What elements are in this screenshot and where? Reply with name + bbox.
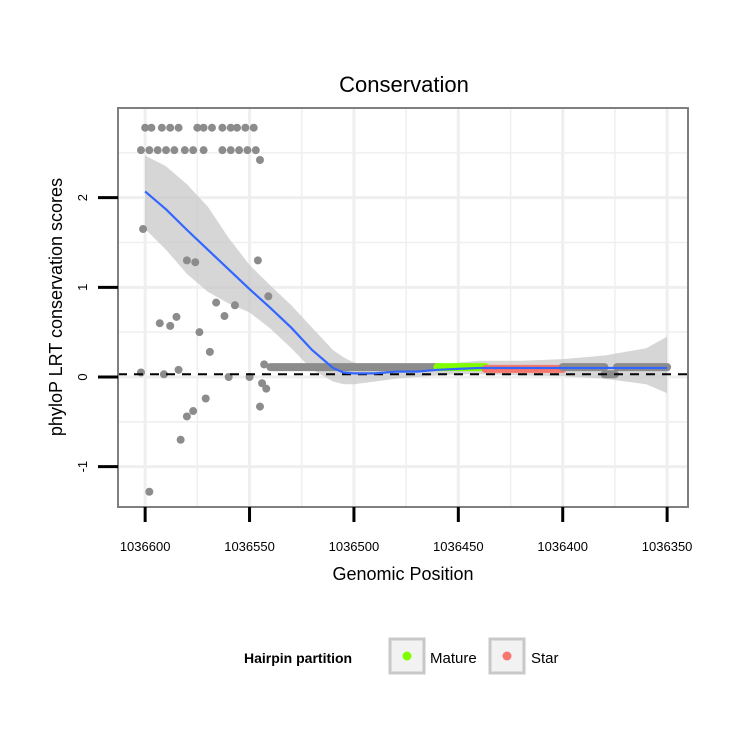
data-point bbox=[199, 123, 208, 132]
data-point bbox=[201, 394, 210, 403]
data-point bbox=[182, 412, 191, 421]
data-point bbox=[235, 146, 244, 155]
legend-entry-mature: Mature bbox=[388, 637, 477, 675]
panel-border bbox=[117, 107, 689, 508]
data-point bbox=[189, 407, 198, 416]
legend: Hairpin partition Mature Star bbox=[244, 637, 559, 675]
data-point bbox=[145, 146, 154, 155]
data-point bbox=[264, 292, 273, 301]
data-point bbox=[180, 146, 189, 155]
data-point bbox=[218, 146, 227, 155]
data-point bbox=[249, 123, 258, 132]
data-point bbox=[207, 123, 216, 132]
data-point bbox=[139, 225, 148, 234]
y-tick-label: -1 bbox=[75, 461, 90, 473]
x-tick-label: 1036400 bbox=[537, 539, 588, 554]
data-point bbox=[220, 312, 229, 321]
x-axis: 1036600 1036550 1036500 1036450 1036400 10363… bbox=[120, 507, 693, 554]
y-tick-label: 2 bbox=[75, 194, 90, 201]
legend-label-star: Star bbox=[531, 650, 559, 667]
data-point bbox=[136, 146, 145, 155]
legend-entry-star: Star bbox=[488, 637, 559, 675]
legend-label-mature: Mature bbox=[430, 650, 477, 667]
data-point bbox=[255, 156, 264, 165]
x-tick-label: 1036600 bbox=[120, 539, 171, 554]
data-point bbox=[233, 123, 242, 132]
data-point bbox=[226, 146, 235, 155]
legend-dot-mature bbox=[402, 651, 412, 661]
data-point bbox=[255, 402, 264, 411]
data-point bbox=[258, 379, 267, 388]
chart-title: Conservation bbox=[339, 72, 469, 97]
data-point bbox=[174, 123, 183, 132]
data-point bbox=[141, 123, 150, 132]
plot-panel bbox=[118, 108, 688, 507]
data-point bbox=[174, 365, 183, 374]
data-point bbox=[159, 370, 168, 379]
data-point bbox=[262, 384, 271, 393]
x-tick-label: 1036550 bbox=[224, 539, 275, 554]
data-point bbox=[243, 146, 252, 155]
x-axis-title: Genomic Position bbox=[332, 564, 473, 584]
data-point bbox=[155, 319, 164, 328]
data-point bbox=[145, 487, 154, 496]
data-point bbox=[166, 123, 175, 132]
legend-title: Hairpin partition bbox=[244, 650, 352, 666]
y-tick-label: 1 bbox=[75, 284, 90, 291]
x-tick-label: 1036350 bbox=[642, 539, 693, 554]
data-point bbox=[195, 328, 204, 337]
data-point bbox=[189, 146, 198, 155]
data-point bbox=[251, 146, 260, 155]
data-point bbox=[241, 123, 250, 132]
data-point bbox=[166, 321, 175, 330]
data-point bbox=[172, 312, 181, 321]
data-point bbox=[218, 123, 227, 132]
data-point bbox=[205, 347, 214, 356]
data-point bbox=[162, 146, 171, 155]
data-point bbox=[157, 123, 166, 132]
y-tick-label: 0 bbox=[75, 373, 90, 380]
data-point bbox=[170, 146, 179, 155]
data-point bbox=[253, 256, 262, 265]
data-point bbox=[199, 146, 208, 155]
x-tick-label: 1036500 bbox=[329, 539, 380, 554]
data-point bbox=[191, 258, 200, 267]
data-point bbox=[147, 123, 156, 132]
data-point bbox=[212, 298, 221, 307]
data-point bbox=[230, 301, 239, 310]
y-axis-title: phyloP LRT conservation scores bbox=[46, 178, 66, 436]
data-point bbox=[226, 123, 235, 132]
data-point bbox=[193, 123, 202, 132]
smooth-line bbox=[144, 190, 668, 375]
data-point bbox=[176, 435, 185, 444]
y-axis: -1 0 1 2 bbox=[75, 194, 118, 472]
smooth-line-layer bbox=[144, 190, 668, 375]
data-point bbox=[260, 360, 269, 369]
data-point bbox=[182, 256, 191, 265]
x-tick-label: 1036450 bbox=[433, 539, 484, 554]
data-point bbox=[153, 146, 162, 155]
legend-dot-star bbox=[502, 651, 512, 661]
data-point bbox=[136, 368, 145, 377]
